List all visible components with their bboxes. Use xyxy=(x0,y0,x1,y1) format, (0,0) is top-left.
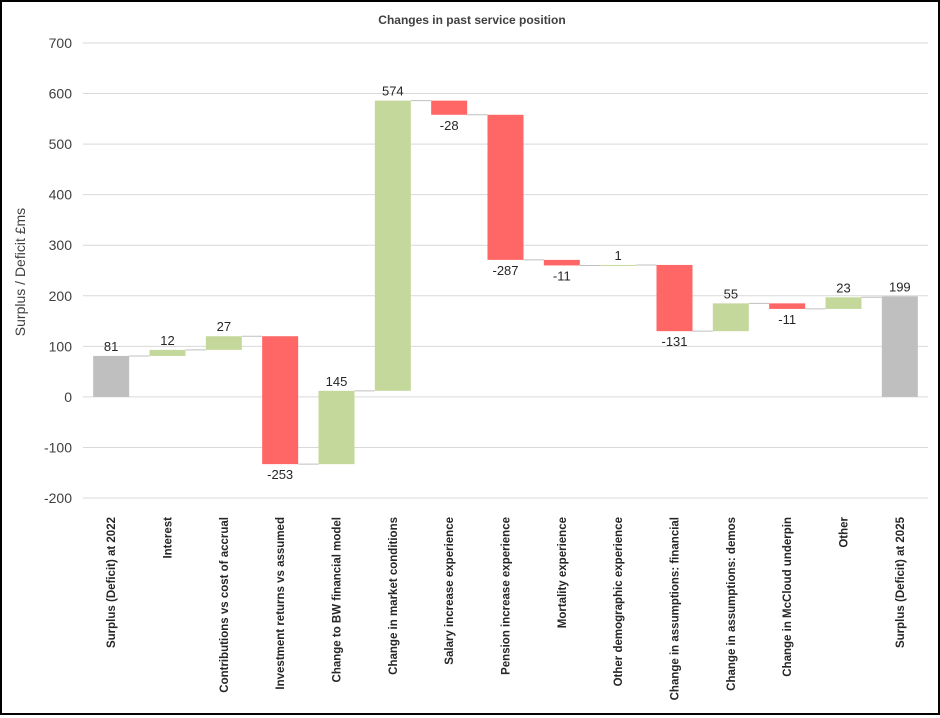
bar-decrease xyxy=(656,264,693,332)
data-label: 574 xyxy=(382,84,404,99)
bar-total xyxy=(93,355,130,397)
y-tick-label: 300 xyxy=(49,237,73,253)
y-tick-label: 400 xyxy=(49,187,73,203)
bar-decrease xyxy=(431,100,468,115)
connector-lines xyxy=(129,100,882,465)
data-label: 1 xyxy=(615,248,622,263)
bar-decrease xyxy=(487,114,524,260)
y-tick-label: 500 xyxy=(49,136,73,152)
category-label: Other demographic experience xyxy=(613,517,625,686)
bar-decrease xyxy=(262,336,299,465)
category-label: Investment returns vs assumed xyxy=(275,517,287,690)
data-label: -28 xyxy=(440,118,459,133)
bar-increase xyxy=(205,336,242,350)
category-label: Mortality experience xyxy=(557,517,569,628)
category-label: Change in McCloud underpin xyxy=(782,517,794,677)
y-tick-label: 100 xyxy=(49,338,73,354)
category-label: Surplus (Deficit) at 2025 xyxy=(895,516,907,648)
category-label: Other xyxy=(839,516,851,547)
y-tick-label: 600 xyxy=(49,86,73,102)
y-tick-label: 200 xyxy=(49,288,73,304)
category-label: Interest xyxy=(163,517,175,559)
data-label: 81 xyxy=(104,339,118,354)
data-label: 55 xyxy=(724,286,738,301)
y-axis-title: Surplus / Deficit £ms xyxy=(12,208,28,336)
data-label: 199 xyxy=(889,279,911,294)
y-axis-ticks: -200 -100 0 100 200 300 400 500 600 700 xyxy=(44,35,72,506)
category-label: Surplus (Deficit) at 2022 xyxy=(106,517,118,648)
data-label: -131 xyxy=(661,334,687,349)
y-tick-label: -100 xyxy=(44,439,72,455)
data-label: -287 xyxy=(492,263,518,278)
data-label: 12 xyxy=(160,333,174,348)
data-label: 27 xyxy=(217,319,231,334)
category-label: Change to BW financial model xyxy=(332,517,344,682)
category-label: Change in assumptions: financial xyxy=(670,517,682,700)
y-tick-label: 700 xyxy=(49,35,73,51)
bar-increase xyxy=(825,297,862,309)
category-label: Salary increase experience xyxy=(444,517,456,665)
bar-increase xyxy=(149,349,186,356)
x-axis-labels: Surplus (Deficit) at 2022 Interest Contrib… xyxy=(106,516,907,700)
bar-total xyxy=(881,296,918,397)
bar-decrease xyxy=(769,303,806,309)
category-label: Change in market conditions xyxy=(388,517,400,675)
bar-increase xyxy=(374,100,411,391)
category-label: Pension increase experience xyxy=(501,517,513,675)
y-tick-label: 0 xyxy=(64,389,72,405)
data-label: -11 xyxy=(553,268,571,283)
y-tick-label: -200 xyxy=(44,490,72,506)
bar-increase xyxy=(600,264,637,266)
data-label: -11 xyxy=(778,312,796,327)
data-label: 23 xyxy=(836,280,850,295)
bar-increase xyxy=(318,390,355,465)
bars xyxy=(93,100,918,465)
category-label: Change in assumptions: demos xyxy=(726,517,738,691)
chart-title: Changes in past service position xyxy=(378,13,565,27)
category-label: Contributions vs cost of accrual xyxy=(219,517,231,693)
data-label: 145 xyxy=(326,374,348,389)
bar-increase xyxy=(712,303,749,332)
data-labels: 81 12 27 -253 145 574 -28 -287 -11 1 -131 55 -11 23 19… xyxy=(104,84,911,482)
bar-decrease xyxy=(543,259,580,266)
data-label: -253 xyxy=(267,467,293,482)
